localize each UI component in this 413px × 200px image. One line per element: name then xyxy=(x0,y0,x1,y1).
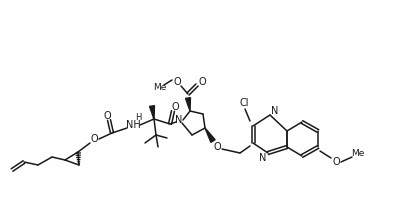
Text: O: O xyxy=(171,102,179,112)
Text: O: O xyxy=(198,77,206,87)
Text: O: O xyxy=(332,157,340,167)
Text: O: O xyxy=(90,134,98,144)
Text: O: O xyxy=(173,77,181,87)
Polygon shape xyxy=(150,106,154,119)
Text: NH: NH xyxy=(126,120,140,130)
Polygon shape xyxy=(185,98,190,111)
Text: Me: Me xyxy=(351,150,365,158)
Polygon shape xyxy=(205,128,215,142)
Text: N: N xyxy=(271,106,279,116)
Text: N: N xyxy=(175,115,183,125)
Text: H: H xyxy=(135,114,141,122)
Text: O: O xyxy=(213,142,221,152)
Text: Cl: Cl xyxy=(239,98,249,108)
Text: O: O xyxy=(103,111,111,121)
Text: N: N xyxy=(259,153,267,163)
Text: Me: Me xyxy=(153,84,167,92)
